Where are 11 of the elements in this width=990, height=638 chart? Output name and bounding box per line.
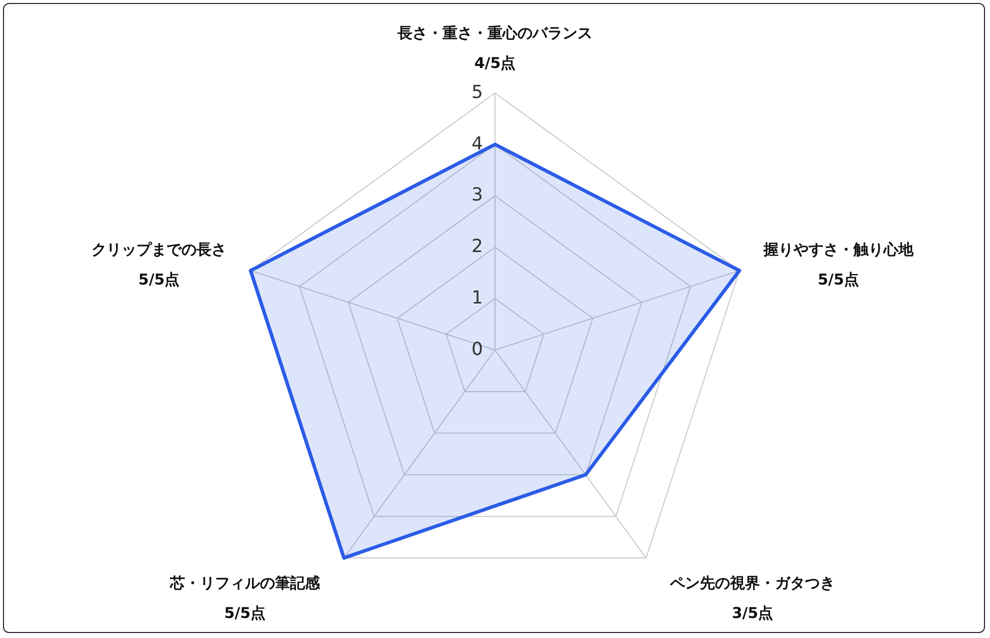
spoke-label: 握りやすさ・触り心地 5/5点 — [762, 240, 914, 289]
y-tick-label: 1 — [472, 288, 483, 309]
y-tick-label: 5 — [472, 82, 483, 103]
spoke-label: 長さ・重さ・重心のバランス 4/5点 — [396, 24, 592, 72]
y-tick-label: 2 — [472, 236, 483, 258]
y-tick-label: 4 — [472, 133, 483, 154]
y-tick-label: 3 — [472, 184, 483, 206]
spoke-label: ペン先の視界・ガタつき 3/5点 — [669, 574, 836, 622]
spoke-label: 芯・リフィルの筆記感 5/5点 — [168, 574, 321, 622]
y-tick-label: 0 — [472, 338, 483, 360]
spoke-label: クリップまでの長さ 5/5点 — [92, 240, 227, 289]
